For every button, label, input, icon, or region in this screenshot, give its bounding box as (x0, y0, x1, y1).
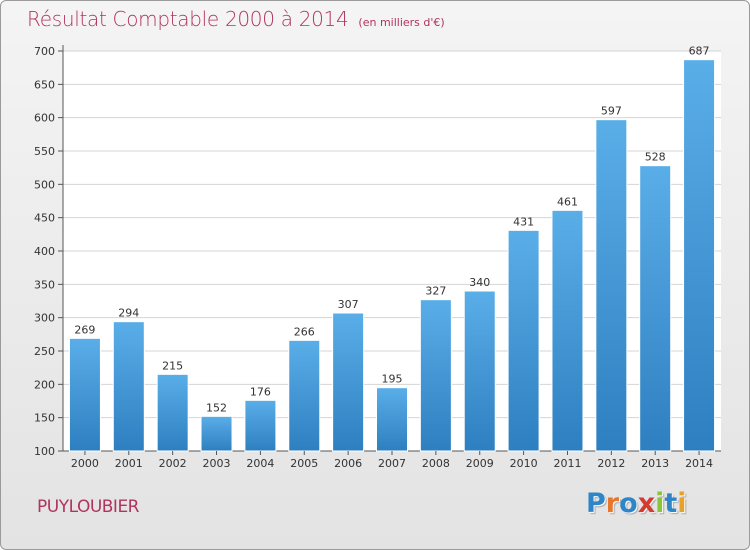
chart-title: Résultat Comptable 2000 à 2014 (27, 7, 349, 31)
bar-2003 (200, 415, 233, 452)
x-tick-label: 2007 (378, 457, 406, 470)
x-tick-label: 2000 (71, 457, 99, 470)
x-tick-label: 2003 (203, 457, 231, 470)
y-tick-label: 150 (34, 412, 55, 425)
bar-2005 (288, 339, 321, 452)
bar-2001 (112, 321, 145, 452)
data-label: 269 (74, 323, 95, 336)
y-tick-label: 550 (34, 145, 55, 158)
data-label: 266 (294, 325, 315, 338)
x-tick-label: 2013 (641, 457, 669, 470)
proxiti-logo: Proxiti (586, 488, 687, 519)
data-label: 327 (425, 285, 446, 298)
y-tick-label: 100 (34, 445, 55, 458)
bar-2012 (595, 119, 628, 452)
x-tick-label: 2004 (246, 457, 274, 470)
logo-letter: i (677, 488, 687, 519)
bar-2004 (244, 399, 277, 452)
data-label: 431 (513, 215, 534, 228)
y-tick-label: 450 (34, 212, 55, 225)
x-tick-label: 2005 (290, 457, 318, 470)
y-tick-label: 650 (34, 78, 55, 91)
chart-subtitle: (en milliers d'€) (358, 16, 445, 29)
logo-letter: P (586, 488, 606, 519)
y-tick-label: 200 (34, 378, 55, 391)
data-label: 176 (250, 385, 271, 398)
x-tick-label: 2006 (334, 457, 362, 470)
data-label: 687 (689, 45, 710, 58)
bar-2008 (419, 299, 452, 452)
data-label: 461 (557, 195, 578, 208)
data-label: 307 (338, 298, 359, 311)
bar-2002 (156, 373, 189, 452)
bar-2009 (463, 290, 496, 452)
bar-2013 (639, 165, 672, 452)
y-tick-label: 250 (34, 345, 55, 358)
data-label: 528 (645, 151, 666, 164)
x-tick-label: 2014 (685, 457, 713, 470)
data-label: 215 (162, 359, 183, 372)
x-tick-label: 2002 (159, 457, 187, 470)
data-label: 340 (469, 276, 490, 289)
x-tick-label: 2012 (597, 457, 625, 470)
data-label: 294 (118, 307, 139, 320)
town-name: PUYLOUBIER (37, 497, 140, 517)
x-tick-label: 2001 (115, 457, 143, 470)
x-tick-label: 2011 (553, 457, 581, 470)
bar-2014 (683, 59, 716, 452)
logo-letter: i (655, 488, 665, 519)
bar-2000 (68, 337, 101, 452)
y-tick-label: 350 (34, 278, 55, 291)
logo-letter: r (605, 488, 620, 519)
logo-letter: o (619, 488, 638, 519)
data-label: 597 (601, 105, 622, 118)
chart-header: Résultat Comptable 2000 à 2014 (en millie… (27, 7, 445, 31)
y-tick-label: 400 (34, 245, 55, 258)
x-tick-label: 2009 (466, 457, 494, 470)
y-tick-label: 600 (34, 112, 55, 125)
data-label: 152 (206, 401, 227, 414)
data-label: 195 (382, 373, 403, 386)
bar-2011 (551, 209, 584, 452)
x-tick-label: 2008 (422, 457, 450, 470)
y-tick-label: 300 (34, 312, 55, 325)
y-tick-label: 700 (34, 45, 55, 58)
bar-2006 (332, 312, 365, 452)
y-tick-label: 500 (34, 178, 55, 191)
logo-letter: t (664, 488, 678, 519)
x-tick-label: 2010 (510, 457, 538, 470)
logo-letter: x (637, 488, 656, 519)
bar-2007 (376, 387, 408, 452)
bar-2010 (507, 229, 540, 452)
